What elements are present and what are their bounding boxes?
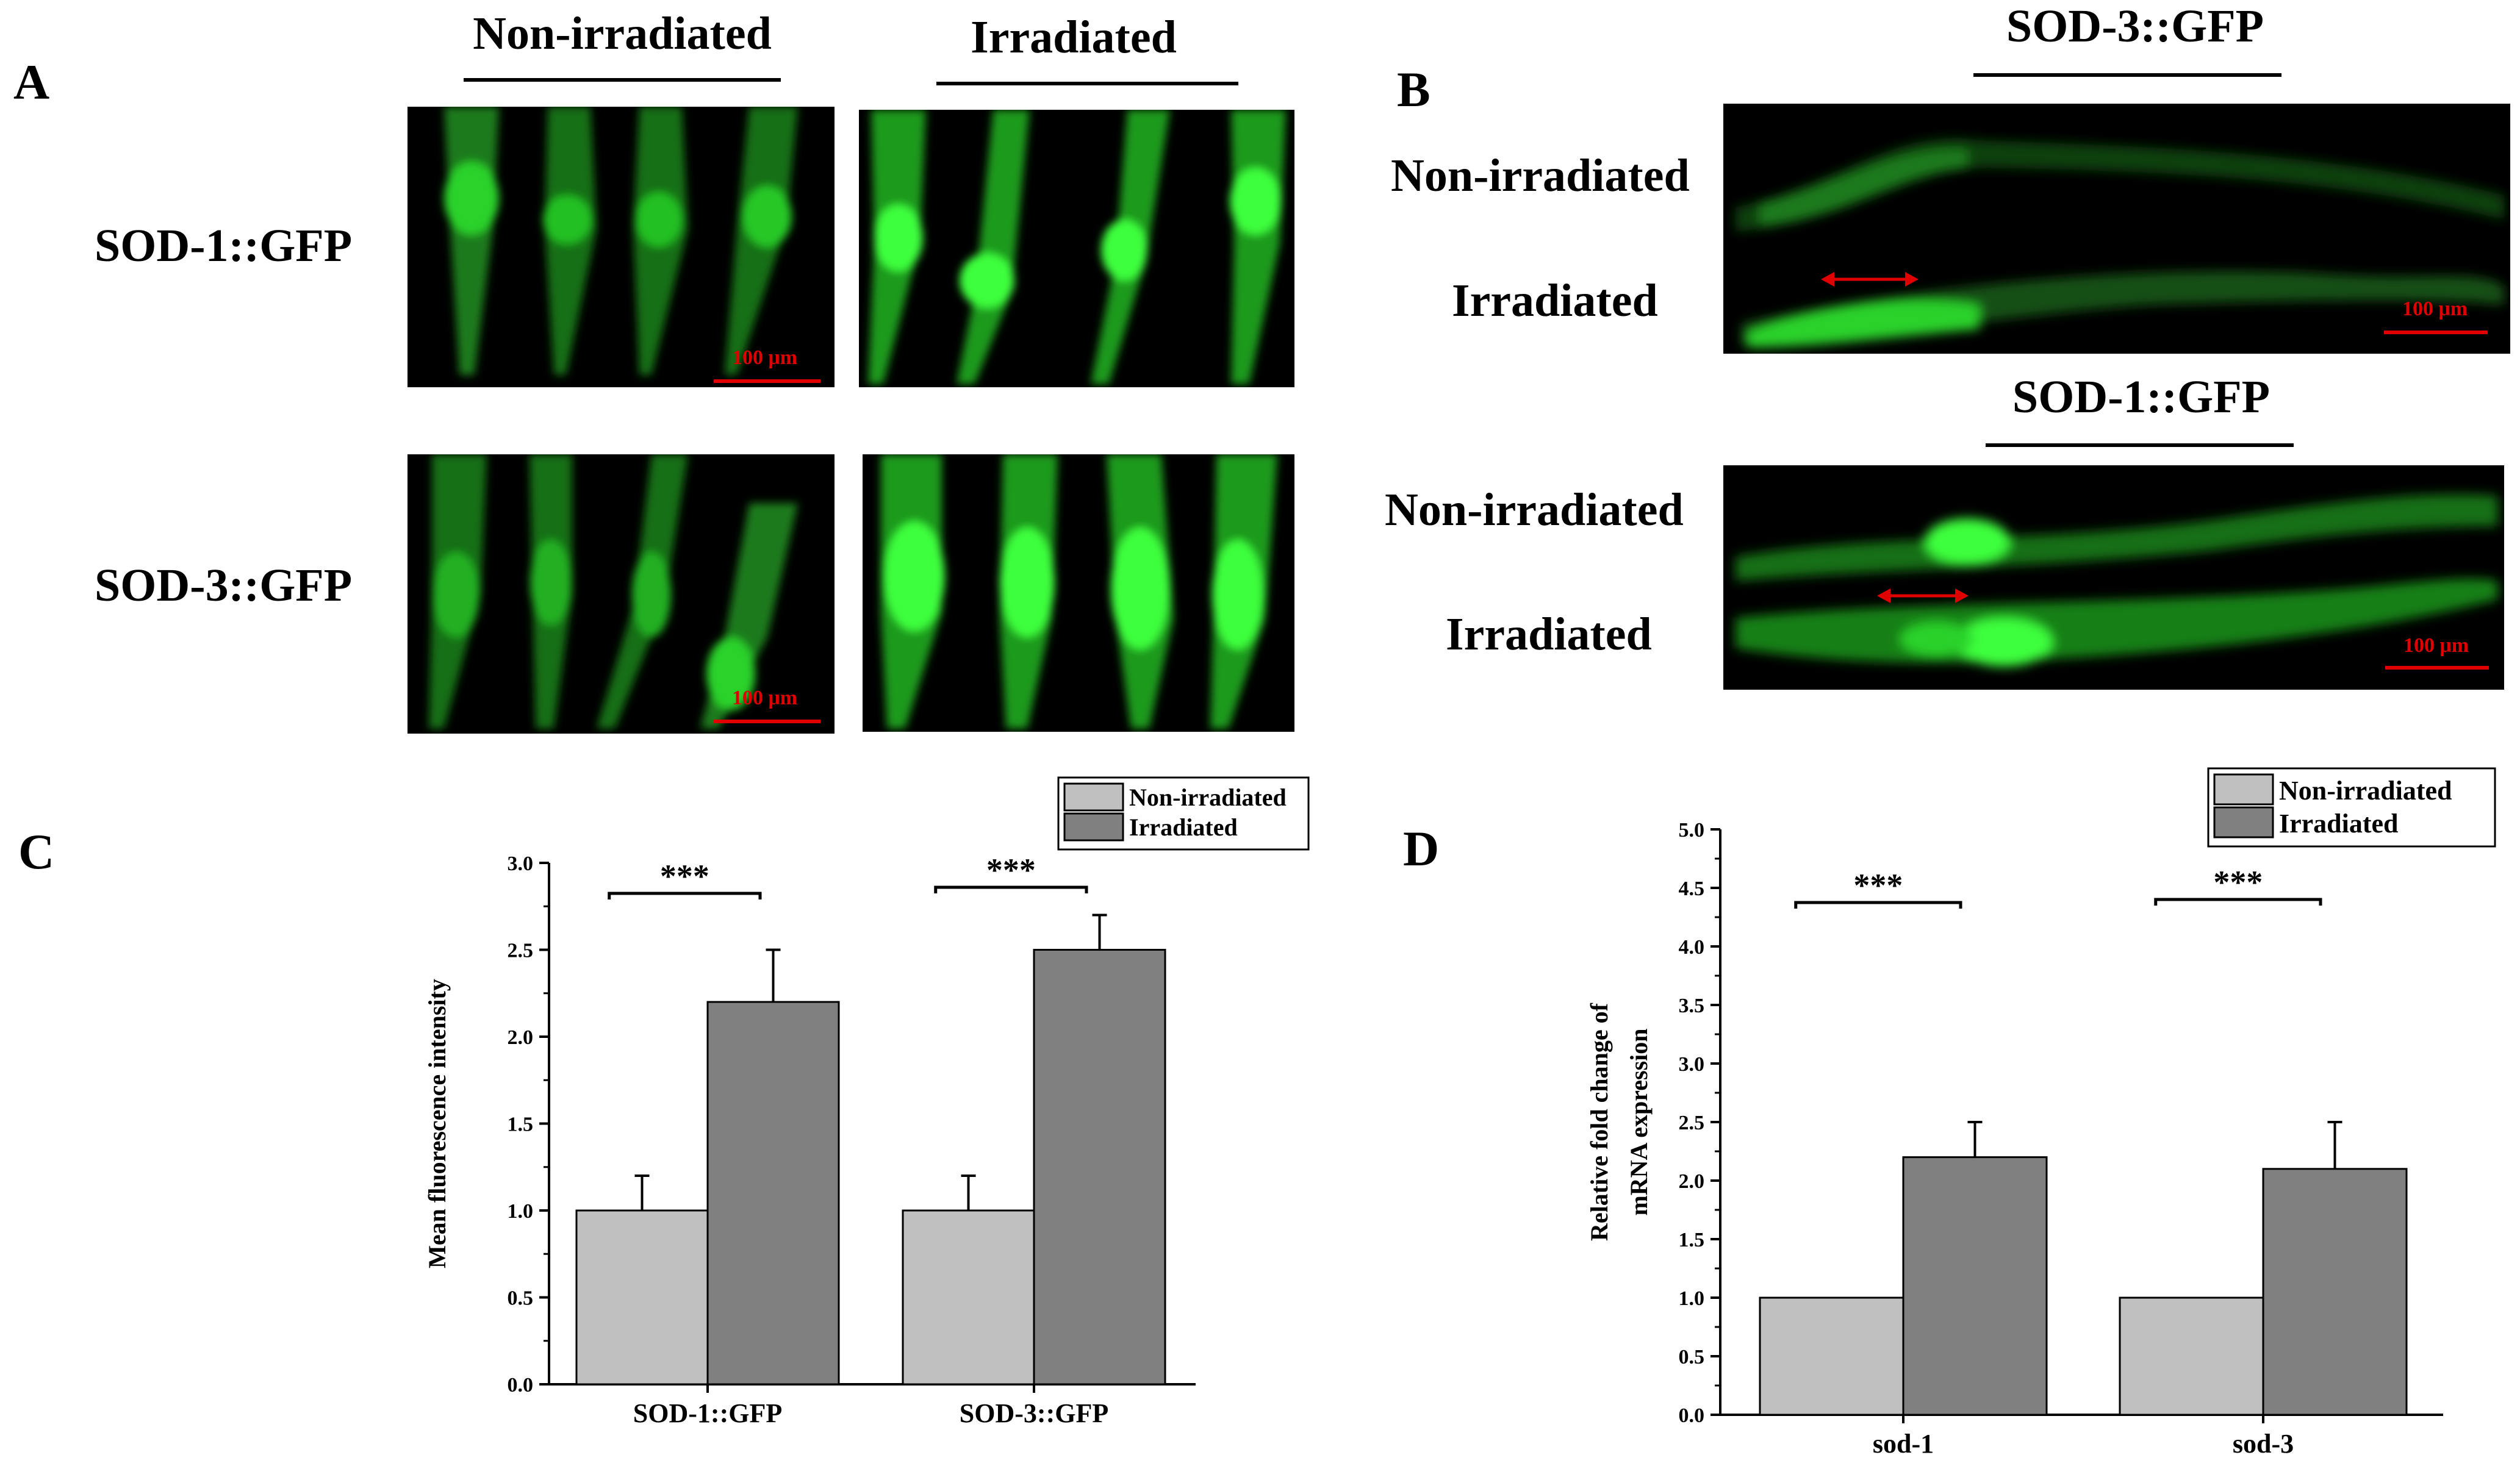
bar <box>1033 949 1166 1386</box>
scale-bar-label: 100 μm <box>732 687 798 709</box>
y-axis-label: Relative fold change of <box>1585 1003 1613 1241</box>
panel-b-row-label-non-irradiated: Non-irradiated <box>1391 150 1690 201</box>
y-tick-label: 3.0 <box>1679 1053 1705 1076</box>
micrograph-sod3-non-irradiated <box>407 454 835 734</box>
bar <box>2262 1168 2408 1416</box>
significance-label: *** <box>660 858 709 895</box>
y-tick-label: 0.5 <box>508 1287 534 1310</box>
scale-bar <box>714 720 820 723</box>
bar <box>902 1209 1035 1386</box>
y-tick-label: 4.0 <box>1679 936 1705 959</box>
red-double-arrow <box>1877 588 1969 603</box>
y-tick-label: 0.0 <box>508 1374 534 1396</box>
y-tick-label: 1.5 <box>1679 1229 1705 1251</box>
y-tick-label: 2.5 <box>508 940 534 962</box>
panel-a-header-underline <box>936 82 1238 85</box>
bar <box>2119 1296 2264 1416</box>
scale-bar-label: 100 μm <box>732 346 798 369</box>
bar-chart-c: 0.0 0.5 1.0 1.5 2.0 2.5 3.0 Mean fluorescence i… <box>423 776 1310 1428</box>
x-tick-label: SOD-3::GFP <box>960 1398 1108 1428</box>
y-tick-label: 2.5 <box>1679 1112 1705 1134</box>
panel-b-row-label-irradiated: Irradiated <box>1452 275 1658 326</box>
scale-bar <box>2385 666 2489 670</box>
legend-label: Irradiated <box>1129 813 1238 841</box>
significance-label: *** <box>1853 867 1903 904</box>
significance-label: *** <box>986 852 1036 889</box>
y-tick-label: 0.0 <box>1679 1404 1705 1427</box>
significance-label: *** <box>2213 864 2263 901</box>
y-tick-label: 5.0 <box>1679 819 1705 842</box>
panel-b-title-underline <box>1986 443 2294 447</box>
micrograph-sod3-irradiated <box>863 454 1294 732</box>
legend-label: Non-irradiated <box>1129 784 1287 811</box>
y-axis-label: Mean fluorescence intensity <box>423 979 451 1268</box>
y-tick-label: 4.5 <box>1679 878 1705 900</box>
micrograph-sod1-irradiated <box>859 110 1294 387</box>
chart-panel-c: 0.0 0.5 1.0 1.5 2.0 2.5 3.0 Mean fluorescence i… <box>390 774 1342 1457</box>
x-tick-label: SOD-1::GFP <box>633 1398 782 1428</box>
micrograph-sod3-whole-worm <box>1723 104 2510 354</box>
significance-bracket <box>2154 898 2322 906</box>
bar <box>575 1209 709 1386</box>
panel-b-row-label-non-irradiated: Non-irradiated <box>1385 484 1684 535</box>
x-tick-label: sod-3 <box>2233 1429 2294 1459</box>
panel-a-letter: A <box>13 54 50 110</box>
panel-b-row-label-irradiated: Irradiated <box>1446 609 1652 660</box>
panel-a-header-underline <box>464 78 781 82</box>
y-tick-label: 0.5 <box>1679 1346 1705 1368</box>
panel-a-row-label-sod3: SOD-3::GFP <box>95 560 353 611</box>
legend-label: Irradiated <box>2279 809 2399 838</box>
micrograph-sod1-non-irradiated <box>407 107 835 387</box>
legend-swatch <box>2213 806 2274 838</box>
scale-bar-label: 100 μm <box>2403 634 2469 657</box>
legend-swatch <box>2213 773 2274 806</box>
bar-chart-d: 0.0 0.5 1.0 1.5 2.0 2.5 3.0 3.5 4.0 4.5 5.0 Relativ… <box>1585 767 2496 1459</box>
panel-a-row-label-sod1: SOD-1::GFP <box>95 220 353 271</box>
y-tick-label: 3.5 <box>1679 995 1705 1017</box>
y-tick-label: 2.0 <box>508 1026 534 1049</box>
scale-bar <box>714 379 820 383</box>
x-tick-label: sod-1 <box>1873 1429 1934 1459</box>
chart-panel-d: 0.0 0.5 1.0 1.5 2.0 2.5 3.0 3.5 4.0 4.5 5.0 Relativ… <box>1574 765 2501 1461</box>
legend-swatch <box>1063 812 1124 842</box>
panel-d-letter: D <box>1403 821 1440 876</box>
bar <box>1759 1296 1904 1416</box>
y-tick-label: 1.5 <box>508 1114 534 1136</box>
scale-bar-label: 100 μm <box>2402 298 2468 320</box>
panel-a-header-non-irradiated: Non-irradiated <box>473 8 772 59</box>
y-tick-label: 1.0 <box>1679 1287 1705 1310</box>
legend-label: Non-irradiated <box>2279 776 2452 806</box>
panel-b-letter: B <box>1397 62 1431 117</box>
significance-bracket <box>1794 901 1962 909</box>
bar <box>1902 1156 2048 1416</box>
bar <box>706 1001 840 1386</box>
panel-c-letter: C <box>18 824 55 879</box>
micrograph-sod1-whole-worm <box>1723 465 2504 690</box>
panel-b-title-sod3: SOD-3::GFP <box>2006 1 2264 52</box>
y-tick-label: 2.0 <box>1679 1170 1705 1193</box>
panel-b-title-underline <box>1973 73 2281 77</box>
significance-bracket <box>608 892 762 899</box>
red-double-arrow <box>1821 272 1919 287</box>
y-axis-label: mRNA expression <box>1625 1028 1653 1215</box>
legend-swatch <box>1063 782 1124 812</box>
panel-b-title-sod1: SOD-1::GFP <box>2012 371 2271 423</box>
panel-a-header-irradiated: Irradiated <box>971 12 1177 63</box>
y-tick-label: 3.0 <box>508 853 534 875</box>
significance-bracket <box>934 885 1088 893</box>
scale-bar <box>2384 331 2488 334</box>
y-tick-label: 1.0 <box>508 1200 534 1223</box>
